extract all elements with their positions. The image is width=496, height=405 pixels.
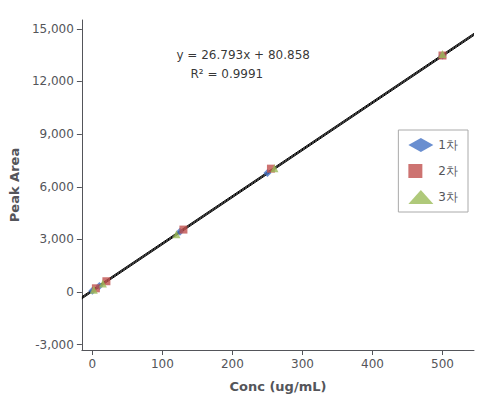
svg-text:6,000: 6,000 — [40, 180, 74, 194]
svg-text:2차: 2차 — [438, 164, 458, 178]
svg-text:100: 100 — [151, 357, 174, 371]
svg-text:200: 200 — [221, 357, 244, 371]
svg-text:y = 26.793x + 80.858: y = 26.793x + 80.858 — [176, 48, 310, 62]
svg-text:Peak Area: Peak Area — [7, 148, 22, 222]
svg-text:400: 400 — [361, 357, 384, 371]
svg-text:R² = 0.9991: R² = 0.9991 — [190, 67, 263, 81]
svg-text:0: 0 — [66, 285, 74, 299]
svg-text:3차: 3차 — [438, 190, 458, 204]
svg-text:500: 500 — [431, 357, 454, 371]
svg-text:9,000: 9,000 — [40, 127, 74, 141]
svg-text:15,000: 15,000 — [32, 22, 74, 36]
svg-text:300: 300 — [291, 357, 314, 371]
svg-text:-3,000: -3,000 — [35, 338, 74, 352]
svg-text:3,000: 3,000 — [40, 232, 74, 246]
svg-text:Conc (ug/mL): Conc (ug/mL) — [229, 379, 326, 394]
svg-text:12,000: 12,000 — [32, 74, 74, 88]
svg-text:0: 0 — [89, 357, 97, 371]
svg-text:1차: 1차 — [438, 138, 458, 152]
